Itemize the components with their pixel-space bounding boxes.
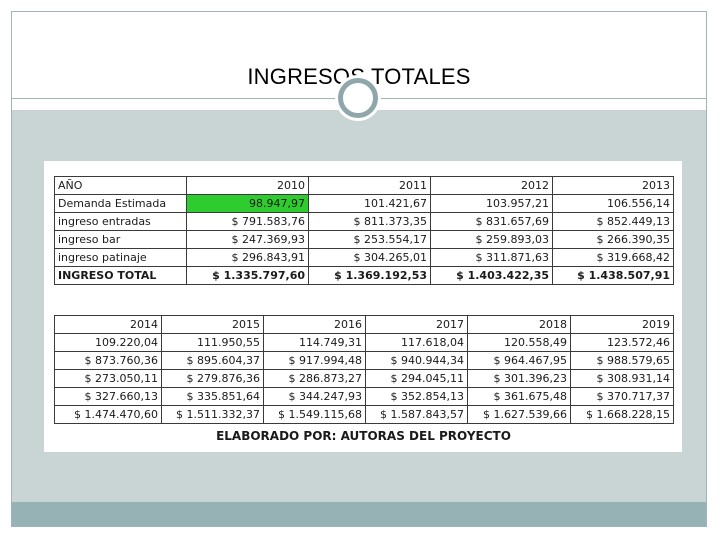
header-cell: 2018 [467, 315, 571, 334]
table-cell: 111.950,55 [161, 333, 264, 352]
table-cell: $ 294.045,11 [365, 369, 468, 388]
table-cell: $ 831.657,69 [430, 212, 553, 231]
row-label: ingreso bar [54, 230, 187, 249]
row-label: Demanda Estimada [54, 194, 187, 213]
table-cell: $ 1.369.192,53 [308, 266, 431, 285]
table-row: 109.220,04 111.950,55 114.749,31 117.618… [54, 333, 674, 352]
table-cell: $ 301.396,23 [467, 369, 571, 388]
table-cell: $ 1.335.797,60 [186, 266, 309, 285]
table-cell: $ 964.467,95 [467, 351, 571, 370]
header-cell: 2015 [161, 315, 264, 334]
table-cell: 120.558,49 [467, 333, 571, 352]
header-cell: 2014 [54, 315, 162, 334]
table-cell: $ 273.050,11 [54, 369, 162, 388]
table-cell: $ 370.717,37 [570, 387, 674, 406]
table-cell: $ 917.994,48 [263, 351, 366, 370]
table-cell: $ 1.627.539,66 [467, 405, 571, 424]
header-cell: 2012 [430, 176, 553, 195]
table-cell: $ 1.549.115,68 [263, 405, 366, 424]
credits-caption: ELABORADO POR: AUTORAS DEL PROYECTO [216, 429, 511, 443]
header-cell: 2016 [263, 315, 366, 334]
table-cell: 106.556,14 [552, 194, 674, 213]
table-cell: $ 296.843,91 [186, 248, 309, 267]
table-row: ingreso patinaje $ 296.843,91 $ 304.265,… [54, 248, 674, 267]
table-cell: $ 286.873,27 [263, 369, 366, 388]
table-cell: $ 1.403.422,35 [430, 266, 553, 285]
table-cell: $ 873.760,36 [54, 351, 162, 370]
table-row: $ 273.050,11 $ 279.876,36 $ 286.873,27 $… [54, 369, 674, 388]
header-cell: 2011 [308, 176, 431, 195]
table-row: $ 873.760,36 $ 895.604,37 $ 917.994,48 $… [54, 351, 674, 370]
table-cell: $ 895.604,37 [161, 351, 264, 370]
table-cell: $ 988.579,65 [570, 351, 674, 370]
table-cell: $ 791.583,76 [186, 212, 309, 231]
table-cell: $ 259.893,03 [430, 230, 553, 249]
table-cell: 103.957,21 [430, 194, 553, 213]
table-cell: $ 308.931,14 [570, 369, 674, 388]
table-cell: 114.749,31 [263, 333, 366, 352]
table-row: ingreso entradas $ 791.583,76 $ 811.373,… [54, 212, 674, 231]
table-cell: $ 266.390,35 [552, 230, 674, 249]
table-cell: $ 311.871,63 [430, 248, 553, 267]
total-row: INGRESO TOTAL $ 1.335.797,60 $ 1.369.192… [54, 266, 674, 285]
table-cell: 101.421,67 [308, 194, 431, 213]
table-cell: 117.618,04 [365, 333, 468, 352]
table-cell: $ 319.668,42 [552, 248, 674, 267]
table-row: ingreso bar $ 247.369,93 $ 253.554,17 $ … [54, 230, 674, 249]
income-table-2010-2013: AÑO 2010 2011 2012 2013 Demanda Estimada… [54, 176, 674, 285]
row-label: INGRESO TOTAL [54, 266, 187, 285]
table-cell: $ 1.511.332,37 [161, 405, 264, 424]
table-row: $ 1.474.470,60 $ 1.511.332,37 $ 1.549.11… [54, 405, 674, 424]
table-cell: $ 1.668.228,15 [570, 405, 674, 424]
table-cell: $ 304.265,01 [308, 248, 431, 267]
table-cell: $ 940.944,34 [365, 351, 468, 370]
table-cell: $ 344.247,93 [263, 387, 366, 406]
table-header-row: AÑO 2010 2011 2012 2013 [54, 176, 674, 195]
table-row: $ 327.660,13 $ 335.851,64 $ 344.247,93 $… [54, 387, 674, 406]
table-cell: $ 279.876,36 [161, 369, 264, 388]
header-cell: 2019 [570, 315, 674, 334]
bottom-bar [12, 502, 706, 526]
table-row: Demanda Estimada 98.947,97 101.421,67 10… [54, 194, 674, 213]
table-cell: $ 335.851,64 [161, 387, 264, 406]
header-cell: AÑO [54, 176, 187, 195]
table-cell: $ 361.675,48 [467, 387, 571, 406]
header-cell: 2010 [186, 176, 309, 195]
income-table-2014-2019: 2014 2015 2016 2017 2018 2019 109.220,04… [54, 315, 674, 424]
highlighted-cell: 98.947,97 [186, 194, 309, 213]
table-cell: $ 352.854,13 [365, 387, 468, 406]
table-cell: $ 247.369,93 [186, 230, 309, 249]
table-cell: $ 327.660,13 [54, 387, 162, 406]
table-cell: $ 852.449,13 [552, 212, 674, 231]
table-cell: $ 1.438.507,91 [552, 266, 674, 285]
table-cell: $ 1.474.470,60 [54, 405, 162, 424]
row-label: ingreso patinaje [54, 248, 187, 267]
row-label: ingreso entradas [54, 212, 187, 231]
table-cell: 123.572,46 [570, 333, 674, 352]
table-cell: $ 1.587.843,57 [365, 405, 468, 424]
table-cell: $ 253.554,17 [308, 230, 431, 249]
table-header-row: 2014 2015 2016 2017 2018 2019 [54, 315, 674, 334]
header-cell: 2017 [365, 315, 468, 334]
table-cell: $ 811.373,35 [308, 212, 431, 231]
table-cell: 109.220,04 [54, 333, 162, 352]
header-cell: 2013 [552, 176, 674, 195]
circle-ornament-icon [338, 78, 378, 118]
